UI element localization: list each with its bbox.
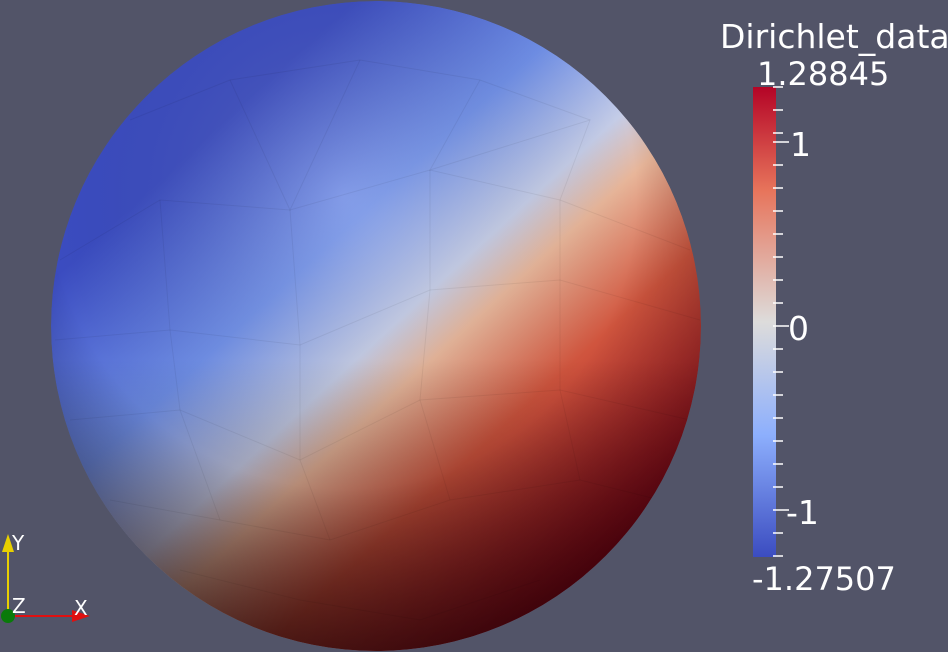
y-axis-arrow — [2, 534, 14, 552]
orientation-axes: Y Z X — [0, 530, 110, 640]
colorbar-tick-label: -1 — [786, 493, 819, 532]
colorbar-max-label: 1.28845 — [757, 55, 890, 93]
z-axis-label: Z — [12, 594, 26, 618]
z-axis-marker — [1, 609, 15, 623]
colorbar-scale — [753, 86, 789, 557]
y-axis-label: Y — [12, 531, 25, 555]
colorbar-min-label: -1.27507 — [752, 560, 896, 598]
colorbar-tick-label: 0 — [788, 309, 809, 348]
x-axis-arrow — [72, 610, 90, 622]
mesh-facets — [54, 59, 701, 621]
colorbar-title: Dirichlet_data — [720, 17, 948, 56]
colorbar-ticks — [773, 86, 789, 557]
x-axis-label: X — [74, 596, 88, 620]
colorbar-tick-label: 1 — [790, 125, 811, 164]
